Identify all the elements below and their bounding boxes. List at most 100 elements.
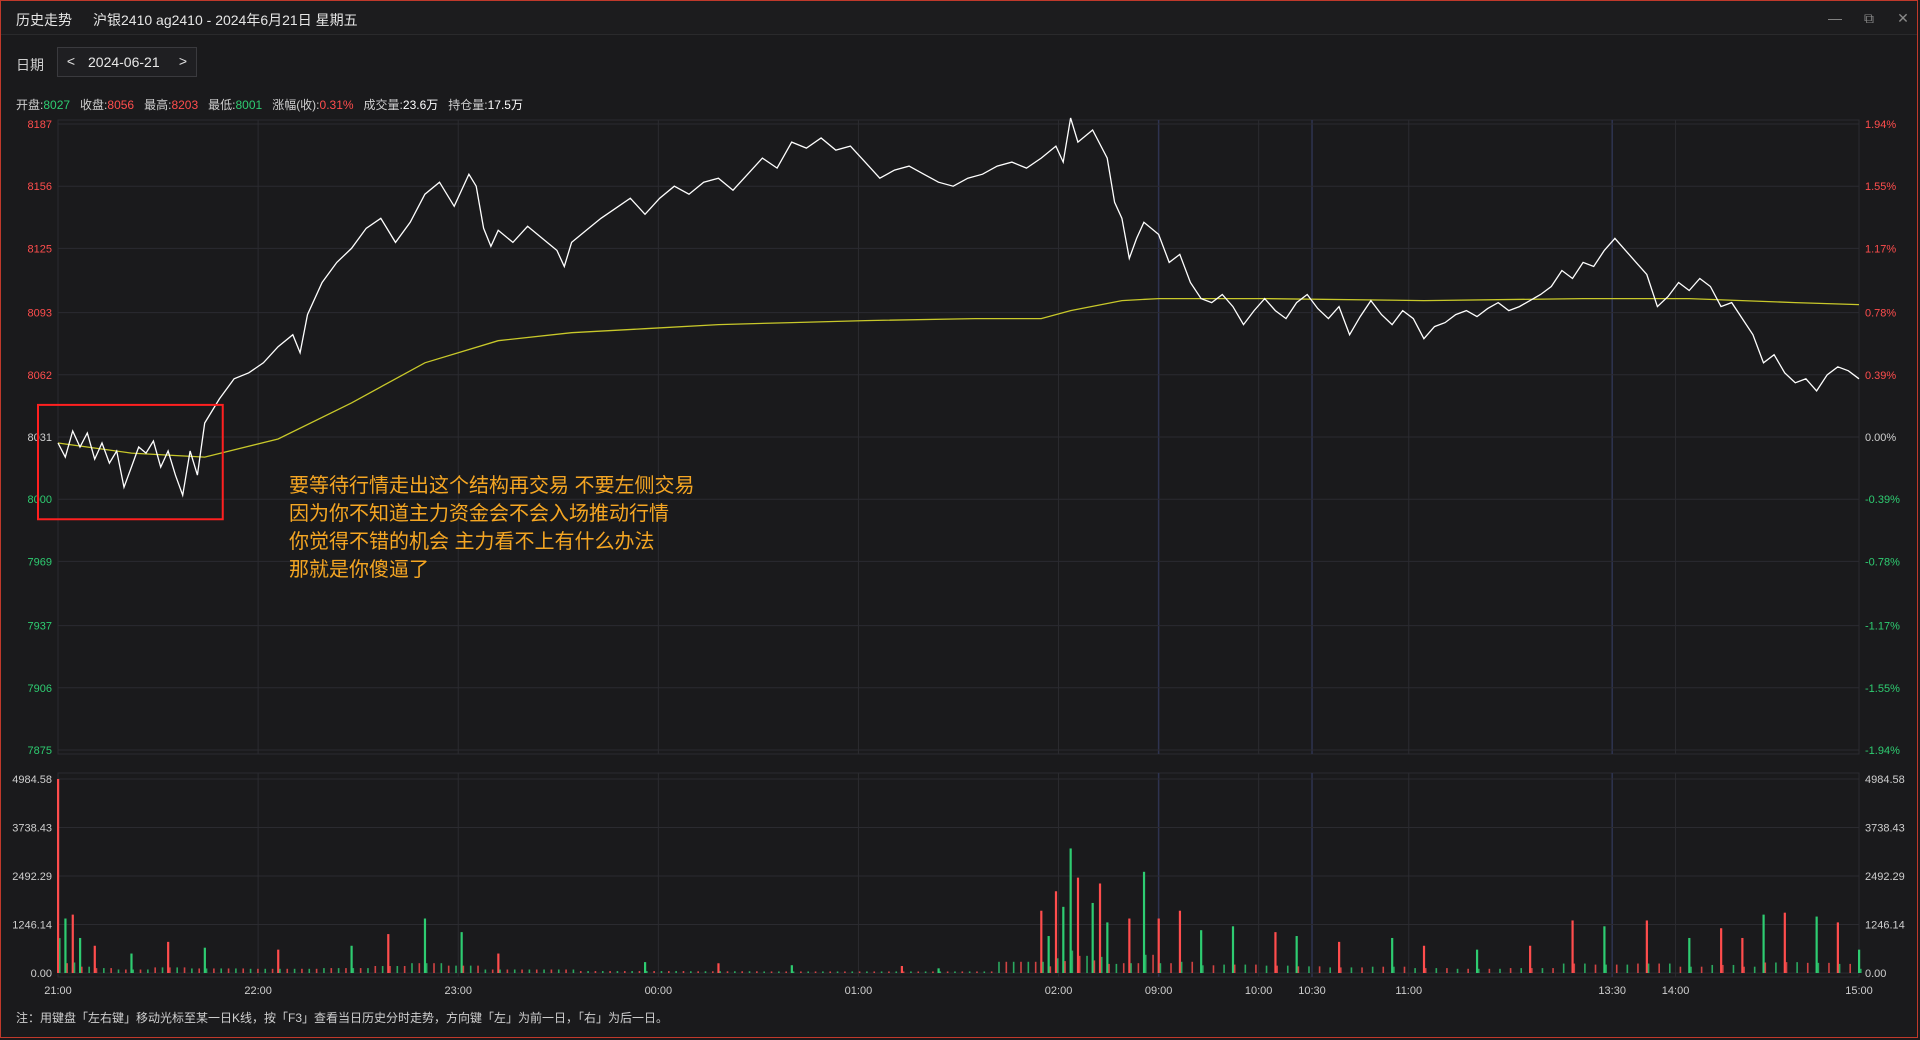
volume-bar — [1838, 963, 1841, 973]
volume-bar — [521, 969, 523, 973]
x-tick-label: 10:00 — [1245, 985, 1273, 997]
volume-bar — [1202, 965, 1204, 973]
volume-bar — [717, 963, 720, 973]
volume-bar — [95, 968, 98, 973]
volume-bar — [350, 945, 353, 973]
volume-bar — [1391, 937, 1394, 973]
annotation-line-4: 那就是你傻逼了 — [289, 559, 429, 581]
x-tick-label: 09:00 — [1145, 985, 1173, 997]
volume-bar — [565, 969, 567, 973]
close-icon[interactable]: ✕ — [1897, 10, 1909, 26]
volume-bar — [1350, 967, 1353, 973]
volume-bar — [477, 965, 479, 973]
volume-bar — [64, 918, 67, 973]
volume-bar — [411, 963, 413, 973]
volume-bar — [279, 968, 281, 973]
y-right-tick-label: 1.55% — [1865, 181, 1896, 193]
volume-bar — [961, 971, 964, 973]
volume-bar — [1128, 918, 1131, 973]
volume-bar — [866, 971, 868, 973]
instrument-title: 沪银2410 ag2410 - 2024年6月21日 星期五 — [93, 12, 358, 28]
quote-info-bar: 开盘:8027 收盘:8056 最高:8203 最低:8001 涨幅(收):0.31% 成… — [16, 96, 523, 112]
volume-bar — [1722, 964, 1724, 973]
change-label: 涨幅(收): — [272, 98, 320, 112]
volume-bar — [167, 941, 170, 973]
volume-bar — [213, 968, 215, 973]
volume-bar — [198, 968, 201, 973]
volume-bar — [71, 914, 74, 973]
vol-y-tick-label-right: 3738.43 — [1865, 823, 1905, 835]
volume-bar — [1668, 963, 1671, 973]
volume-bar — [1647, 963, 1650, 973]
volume-bar — [1047, 936, 1050, 973]
volume-bar — [462, 965, 465, 973]
volume-bar — [139, 969, 142, 973]
volume-bar — [1424, 968, 1427, 973]
minimize-icon[interactable]: — — [1828, 10, 1842, 26]
close-label: 收盘: — [80, 98, 108, 112]
change-value: 0.31% — [319, 98, 354, 112]
volume-bar — [1069, 848, 1072, 973]
volume-bar — [1137, 963, 1140, 973]
volume-bar — [968, 971, 971, 973]
volume-bar — [506, 969, 509, 973]
annotation-box — [37, 403, 224, 521]
vol-y-tick-label: 0.00 — [31, 968, 52, 980]
volume-bar — [653, 971, 655, 973]
volume-bar — [1200, 930, 1203, 973]
volume-bar — [1637, 963, 1639, 973]
volume-bar — [286, 968, 289, 973]
volume-bar — [1276, 965, 1278, 973]
volume-bar — [497, 953, 500, 973]
y-right-tick-label: 0.00% — [1865, 432, 1896, 444]
volume-bar — [460, 932, 463, 973]
volume-bar — [1603, 926, 1606, 973]
volume-bar — [587, 971, 589, 973]
volume-bar — [550, 969, 553, 973]
volume-bar — [763, 971, 765, 973]
volume-bar — [484, 969, 487, 973]
volume-bar — [1645, 920, 1648, 973]
volume-bar — [932, 971, 934, 973]
volume-bar — [1329, 967, 1332, 973]
restore-icon[interactable]: ⧉ — [1864, 10, 1874, 26]
volume-bar — [1573, 963, 1576, 973]
volume-bar — [1012, 961, 1015, 973]
volume-bar — [616, 971, 619, 973]
volume-bar — [301, 968, 303, 973]
volume-bar — [1679, 966, 1682, 973]
volume-bar — [785, 971, 788, 973]
volume-bar — [1034, 961, 1037, 973]
volume-bar — [917, 971, 920, 973]
next-day-button[interactable]: > — [178, 53, 188, 69]
annotation-line-1: 要等待行情走出这个结构再交易 不要左侧交易 — [289, 475, 695, 497]
low-value: 8001 — [235, 98, 263, 112]
date-picker[interactable]: < 2024-06-21 > — [57, 47, 197, 77]
volume-bar — [389, 965, 391, 973]
volume-bar — [1130, 963, 1132, 973]
volume-bar — [308, 968, 311, 973]
volume-bar — [103, 968, 105, 973]
y-right-tick-label: -1.94% — [1865, 745, 1900, 757]
volume-bar — [161, 967, 164, 973]
y-right-tick-label: -1.17% — [1865, 621, 1900, 633]
volume-bar — [1064, 961, 1066, 973]
volume-bar — [1255, 964, 1257, 973]
volume-bar — [1467, 968, 1469, 973]
y-right-tick-label: 1.94% — [1865, 119, 1896, 131]
volume-bar — [1178, 910, 1182, 973]
y-left-tick-label: 7937 — [28, 621, 52, 633]
prev-day-button[interactable]: < — [66, 53, 76, 69]
date-value[interactable]: 2024-06-21 — [88, 54, 160, 70]
volume-bar — [1753, 966, 1756, 973]
volume-bar — [242, 968, 245, 973]
volume-bar — [513, 969, 516, 973]
volume-bar — [1108, 963, 1110, 973]
y-right-tick-label: 0.78% — [1865, 308, 1896, 320]
annotation-line-2: 因为你不知道主力资金会不会入场推动行情 — [289, 503, 669, 525]
volume-bar — [1403, 966, 1406, 973]
volume-bar — [1393, 966, 1395, 973]
volume-bar — [1274, 932, 1277, 973]
volume-bar — [1764, 962, 1767, 973]
